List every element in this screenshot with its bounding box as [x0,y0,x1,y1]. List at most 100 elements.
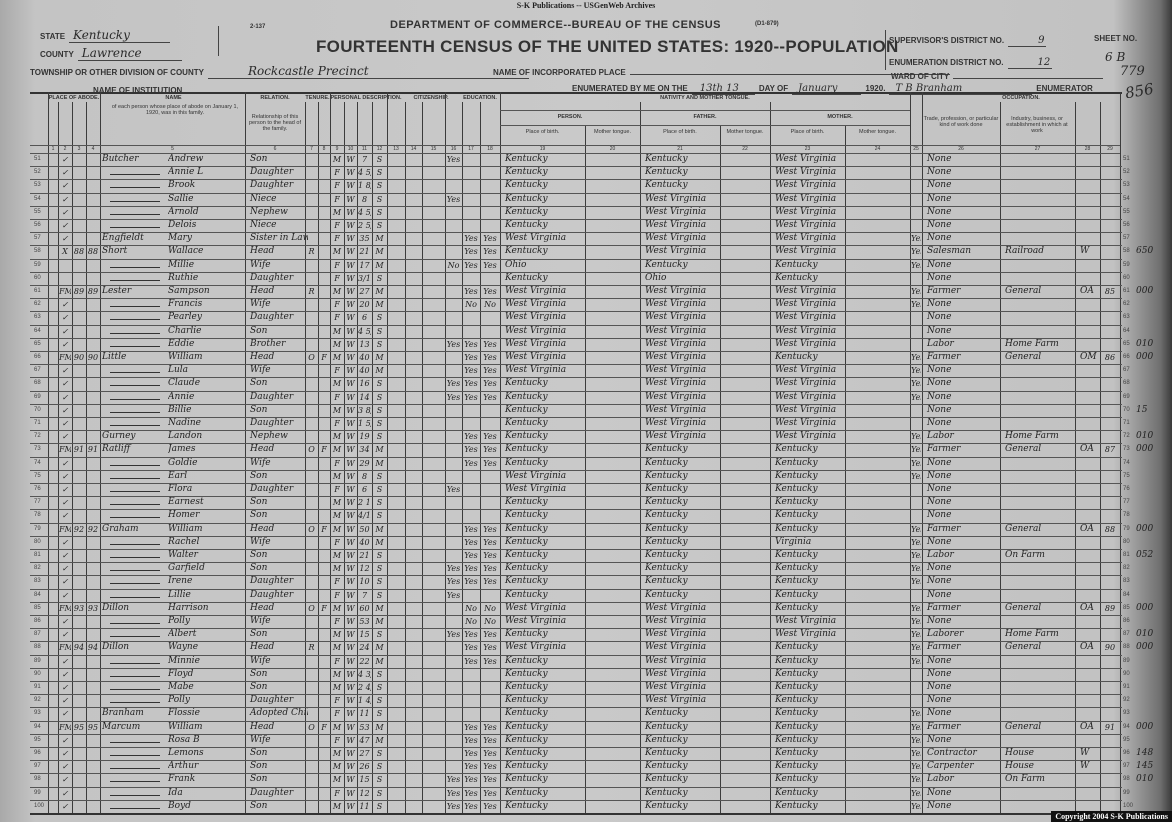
line-number: 68 [34,380,41,387]
cell-bp: Kentucky [505,761,548,772]
cell-code [1101,734,1119,747]
given-name: Wallace [168,246,204,257]
cell-sex: M [332,722,342,732]
cell-cls [1076,457,1103,470]
given-name: Millie [168,259,195,270]
line-number-right: 85 [1123,604,1130,611]
cell-mbp: West Virginia [775,365,837,376]
cell-col: W [346,353,355,362]
table-row [30,799,1122,801]
surname-ditto-dash [110,319,160,321]
surname-ditto-dash [110,345,160,347]
cell-e3: Yes [483,801,497,811]
ward-label: WARD OF CITY [891,72,950,81]
cell-mar: M [375,366,384,376]
cell-eng [911,338,921,351]
cell-e2: Yes [464,234,478,244]
margin-note [1136,734,1172,747]
cell-ind [1001,311,1078,324]
line-number: 96 [34,750,41,756]
cell-e1: Yes [446,801,461,811]
cell-occ: None [927,497,952,508]
cell-d [73,549,85,562]
cell-e2: Yes [464,788,478,798]
cell-rel: Daughter [250,180,294,191]
cell-d [73,404,85,417]
cell-e3: Yes [483,775,497,785]
cell-e3 [481,589,499,602]
column-number: 26 [958,146,964,152]
line-number-right: 61 [1123,288,1130,294]
cell-bp: Kentucky [505,576,548,587]
cell-d [73,681,85,694]
cell-c2: ✓ [61,326,69,336]
cell-e2: Yes [464,551,478,560]
cell-occ: None [927,325,952,336]
cell-e2: Yes [464,749,478,758]
cell-ind [1001,483,1078,496]
heading-relation-desc: Relationship of this person to the head … [249,114,301,132]
surname-ditto-dash [110,807,160,809]
surname: Engfieldt [102,233,144,244]
cell-mbp: West Virginia [775,431,837,442]
cell-f [87,787,99,800]
cell-col: W [346,775,355,785]
cell-own [306,193,317,206]
cell-mort [319,641,329,654]
cell-e1 [446,523,461,536]
cell-age: 53 [359,617,370,626]
column-divider [422,102,423,814]
line-number-right: 86 [1123,618,1130,624]
table-row [30,285,1122,286]
table-row [30,337,1122,339]
given-name: Homer [168,510,200,521]
cell-mort [319,707,329,720]
cell-sex: M [332,287,342,296]
cell-col: W [346,405,355,415]
cell-mar: S [376,326,383,336]
cell-sex: F [334,537,340,547]
line-number: 56 [34,222,41,228]
column-number: 27 [1034,146,1041,152]
cell-sex: M [332,432,342,442]
line-number-right: 63 [1123,314,1130,321]
cell-ind [1001,404,1078,417]
surname: Graham [102,523,139,534]
cell-mort [319,404,329,417]
line-number-right: 74 [1123,459,1130,466]
line-number-right: 100 [1123,802,1134,809]
surname-ditto-dash [110,662,160,664]
cell-occ: None [927,800,952,811]
line-number: 52 [34,169,41,176]
cell-d: 92 [73,524,85,534]
cell-eng: Yes [911,551,921,560]
cell-sex: F [334,788,340,798]
cell-mar: M [375,537,384,547]
cell-col: W [346,696,355,706]
cell-rel: Daughter [250,576,294,587]
cell-d [73,787,85,800]
cell-f [87,589,99,602]
cell-d [73,430,85,443]
cell-mort [319,734,329,747]
cell-col: W [346,339,355,349]
surname-ditto-dash [110,306,160,308]
cell-sex: F [334,735,340,745]
table-row [30,773,1122,775]
cell-col: W [346,419,355,428]
cell-e3 [481,153,499,166]
column-divider [1100,102,1101,814]
column-divider [462,102,463,814]
cell-e2 [463,470,479,483]
population-schedule-table: PLACE OF ABODE. NAME of each person whos… [30,92,1153,815]
cell-mort [319,179,329,192]
cell-rel: Nephew [250,431,288,442]
cell-rel: Sister in Law [250,233,308,244]
table-row [30,615,1122,616]
heading-father-tongue: Mother tongue. [726,129,764,135]
surname-ditto-dash [110,213,160,215]
cell-mbp: West Virginia [775,378,837,389]
cell-ind [1001,206,1078,219]
surname-ditto-dash [110,174,160,176]
line-number: 66 [34,354,41,360]
